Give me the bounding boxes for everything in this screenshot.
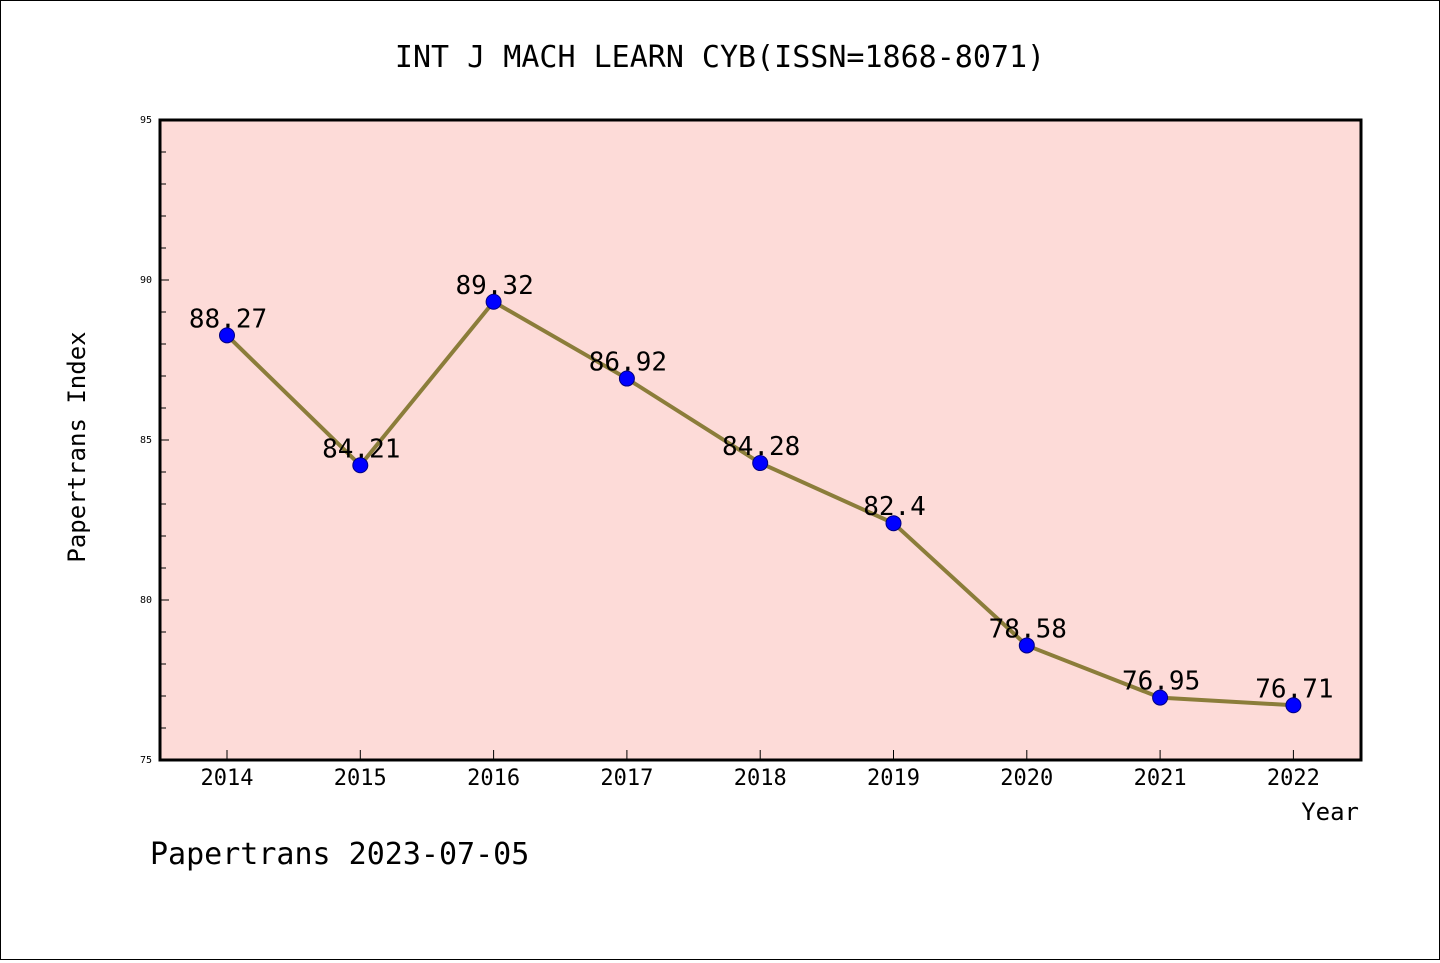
x-tick-label: 2021 [1134, 766, 1187, 791]
x-tick-label: 2022 [1267, 766, 1320, 791]
y-tick-label: 90 [140, 275, 152, 286]
data-label: 84.21 [322, 434, 400, 464]
data-label: 76.71 [1255, 674, 1333, 704]
y-tick-label: 75 [140, 755, 152, 766]
x-tick-label: 2017 [600, 766, 653, 791]
data-point [485, 293, 502, 310]
y-tick-label: 80 [140, 595, 152, 606]
data-label: 89.32 [455, 271, 533, 301]
data-point [1152, 689, 1169, 706]
data-point [1285, 697, 1302, 714]
x-tick-label: 2016 [467, 766, 520, 791]
x-tick-label: 2018 [734, 766, 787, 791]
x-tick-label: 2020 [1000, 766, 1053, 791]
data-label: 84.28 [722, 432, 800, 462]
chart-title: INT J MACH LEARN CYB(ISSN=1868-8071) [395, 40, 1045, 75]
x-tick-label: 2014 [201, 766, 254, 791]
x-tick-label: 2019 [867, 766, 920, 791]
data-point [352, 457, 369, 474]
y-tick-label: 85 [140, 435, 152, 446]
data-point [885, 515, 902, 532]
data-point [752, 455, 769, 472]
x-axis: 2014 2015 2016 2017 2018 2019 2020 2021 2022 [201, 750, 1320, 791]
y-axis: 75 80 85 90 95 [140, 115, 169, 766]
data-label: 82.4 [863, 492, 926, 522]
data-label: 86.92 [589, 348, 667, 378]
source-footer: Papertrans 2023-07-05 [150, 837, 529, 872]
x-tick-label: 2015 [334, 766, 387, 791]
data-label: 78.58 [989, 614, 1067, 644]
data-label: 76.95 [1122, 667, 1200, 697]
x-axis-label: Year [1301, 798, 1359, 826]
data-point [618, 370, 635, 387]
series: 88.27 84.21 89.32 86.92 84.28 82.4 78.58 76.95 7… [189, 271, 1334, 714]
data-point [219, 327, 235, 344]
data-label: 88.27 [189, 304, 267, 334]
y-tick-label: 95 [140, 115, 152, 126]
y-axis-label: Papertrans Index [63, 331, 91, 562]
data-point [1018, 637, 1035, 654]
plot-area [158, 118, 1363, 762]
